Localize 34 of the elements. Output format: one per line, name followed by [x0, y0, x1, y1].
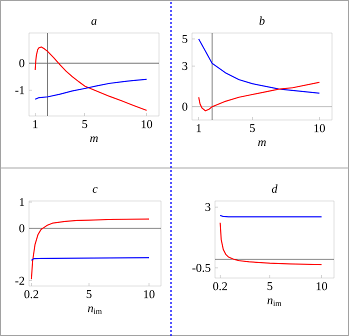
y-tick-label: -2 [15, 276, 24, 285]
x-tick-label: 0.2 [213, 282, 227, 290]
y-tick-label: 3 [182, 62, 188, 70]
x-tick-label: 10 [314, 124, 325, 132]
x-tick-label: 5 [82, 120, 88, 128]
line-series [34, 46, 148, 111]
x-axis-title: n$_{im}$ [88, 306, 102, 314]
y-tick-label: 0 [19, 59, 24, 68]
x-tick-label: 10 [316, 282, 328, 290]
y-tick-label: -1 [15, 86, 24, 94]
x-tick-label: 5 [268, 282, 272, 290]
chart-title: d [272, 184, 278, 193]
x-tick-label: 5 [86, 290, 92, 298]
line-series [30, 218, 150, 280]
x-axis-title: n$_{im}$ [267, 298, 282, 306]
x-tick-label: 5 [250, 124, 255, 132]
y-tick-label: 3 [205, 203, 210, 212]
x-tick-label: 0.2 [24, 290, 38, 298]
chart-title: b [259, 16, 265, 25]
x-tick-label: 1 [196, 124, 201, 132]
x-tick-label: 10 [142, 120, 152, 128]
line-series [34, 78, 148, 100]
chart-title: c [92, 187, 98, 193]
x-axis-title: m [90, 136, 98, 142]
y-tick-label: 0 [182, 102, 188, 111]
line-series [220, 222, 322, 266]
y-tick-label: 0 [19, 224, 24, 232]
y-tick-label: 1 [20, 198, 24, 206]
y-tick-label: -0.5 [192, 264, 210, 272]
x-axis-title: m [258, 140, 266, 146]
x-tick-label: 1 [33, 120, 38, 128]
chart-title: a [91, 19, 97, 25]
y-tick-label: 5 [182, 34, 188, 43]
x-tick-label: 10 [144, 290, 155, 298]
